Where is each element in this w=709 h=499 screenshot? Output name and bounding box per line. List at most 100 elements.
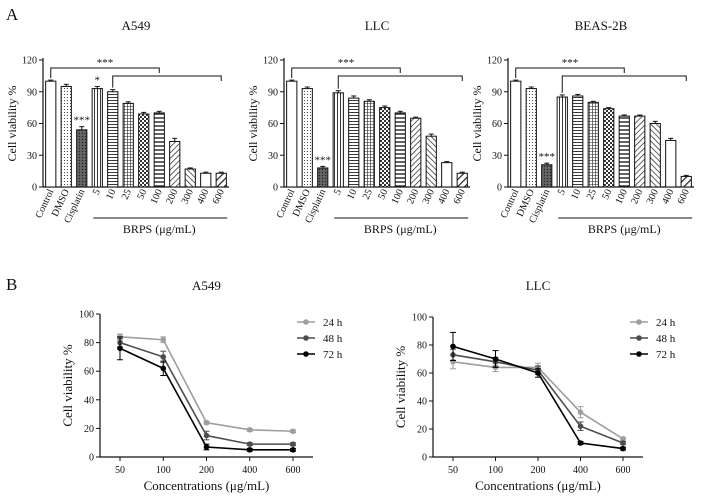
- data-point: [577, 423, 584, 430]
- x-tick-label: 10: [345, 188, 359, 202]
- data-point: [450, 343, 456, 350]
- y-tick-label: 120: [487, 56, 502, 67]
- data-point: [160, 354, 167, 360]
- x-axis-label: BRPS (μg/mL): [364, 222, 437, 236]
- x-tick-label: 400: [660, 188, 676, 206]
- x-tick-label: 400: [436, 188, 452, 206]
- data-point: [577, 409, 584, 416]
- x-tick-label: 300: [421, 188, 437, 206]
- data-point: [290, 447, 296, 453]
- y-tick-label: 60: [492, 119, 502, 130]
- data-point: [492, 356, 499, 362]
- bar-10: [107, 91, 119, 188]
- data-point: [160, 336, 167, 343]
- y-axis-label: Cell viability %: [246, 86, 260, 162]
- x-tick-label: 50: [135, 188, 149, 202]
- bar-200: [410, 117, 422, 188]
- bar-cisplatin: [76, 129, 88, 188]
- y-tick-label: 60: [268, 119, 278, 130]
- data-point: [535, 370, 541, 376]
- significance-bracket: [337, 75, 463, 89]
- x-tick-label: 200: [199, 465, 214, 476]
- y-axis-label: Cell viability %: [470, 86, 484, 162]
- bar-dmso: [60, 85, 72, 188]
- bar-400: [665, 139, 677, 188]
- bar-300: [425, 135, 437, 188]
- x-tick-label: 25: [120, 188, 134, 202]
- y-tick-label: 60: [27, 119, 37, 130]
- y-tick-label: 100: [79, 310, 94, 321]
- y-tick-label: 90: [27, 87, 37, 98]
- y-tick-label: 0: [32, 183, 37, 194]
- legend-label: 72 h: [323, 349, 343, 361]
- x-tick-label: 10: [569, 188, 583, 202]
- data-point: [246, 441, 253, 447]
- legend-label: 48 h: [323, 333, 343, 345]
- bar-5: [91, 88, 103, 188]
- x-tick-label: 50: [448, 465, 458, 476]
- legend-marker: [303, 351, 309, 357]
- significance-marker: ***: [539, 151, 556, 163]
- bar-5: [332, 92, 344, 188]
- series-24h: [117, 333, 296, 435]
- significance-bracket: [291, 67, 401, 79]
- legend-marker: [303, 335, 309, 341]
- significance-marker: ***: [74, 115, 91, 127]
- x-tick-label: 200: [405, 188, 421, 206]
- legend-marker: [636, 351, 642, 357]
- significance-bracket: [112, 75, 222, 88]
- data-point: [577, 440, 584, 446]
- x-tick-label: 50: [600, 188, 614, 202]
- bar-600: [215, 172, 227, 188]
- chart-title: A549: [122, 18, 151, 33]
- x-tick-label: 5: [91, 188, 103, 197]
- panel-label-b: B: [6, 275, 17, 294]
- data-point: [203, 419, 210, 426]
- y-tick-label: 0: [273, 183, 278, 194]
- y-tick-label: 30: [268, 151, 278, 162]
- y-tick-label: 120: [263, 56, 278, 67]
- bar-control: [510, 80, 522, 188]
- legend-marker: [303, 319, 309, 325]
- y-tick-label: 40: [417, 397, 427, 408]
- significance-marker: ***: [315, 154, 332, 166]
- data-point: [620, 445, 626, 452]
- x-tick-label: 50: [376, 188, 390, 202]
- data-point: [246, 427, 253, 433]
- y-tick-label: 90: [492, 87, 502, 98]
- bar-50: [138, 113, 150, 188]
- x-tick-label: 200: [531, 465, 546, 476]
- significance-bracket: [561, 75, 687, 93]
- bar-600: [456, 172, 468, 188]
- bar-400: [200, 172, 212, 188]
- y-tick-label: 90: [268, 87, 278, 98]
- chart-title: LLC: [365, 18, 390, 33]
- x-tick-label: 400: [242, 465, 257, 476]
- bar-25: [363, 100, 375, 188]
- y-tick-label: 0: [422, 453, 427, 464]
- bar-control: [286, 80, 298, 188]
- x-tick-label: 200: [629, 188, 645, 206]
- bar-400: [441, 162, 453, 188]
- bar-dmso: [301, 88, 313, 188]
- y-tick-label: 20: [417, 425, 427, 436]
- x-tick-label: 400: [573, 465, 588, 476]
- x-axis-label: Concentrations (μg/mL): [144, 478, 270, 493]
- bar-100: [618, 115, 630, 188]
- y-axis-label: Cell viability %: [393, 346, 408, 428]
- y-tick-label: 30: [27, 151, 37, 162]
- x-axis-label: Concentrations (μg/mL): [475, 478, 601, 493]
- series-72h: [117, 336, 296, 453]
- bar-100: [153, 112, 165, 188]
- chart-title: BEAS-2B: [575, 18, 628, 33]
- bar-control: [45, 80, 57, 188]
- x-tick-label: 5: [556, 188, 568, 197]
- bar-100: [394, 112, 406, 188]
- y-tick-label: 80: [417, 341, 427, 352]
- data-point: [203, 444, 210, 450]
- x-tick-label: 600: [452, 188, 468, 206]
- significance-bracket: [515, 67, 625, 79]
- bar-600: [680, 175, 692, 188]
